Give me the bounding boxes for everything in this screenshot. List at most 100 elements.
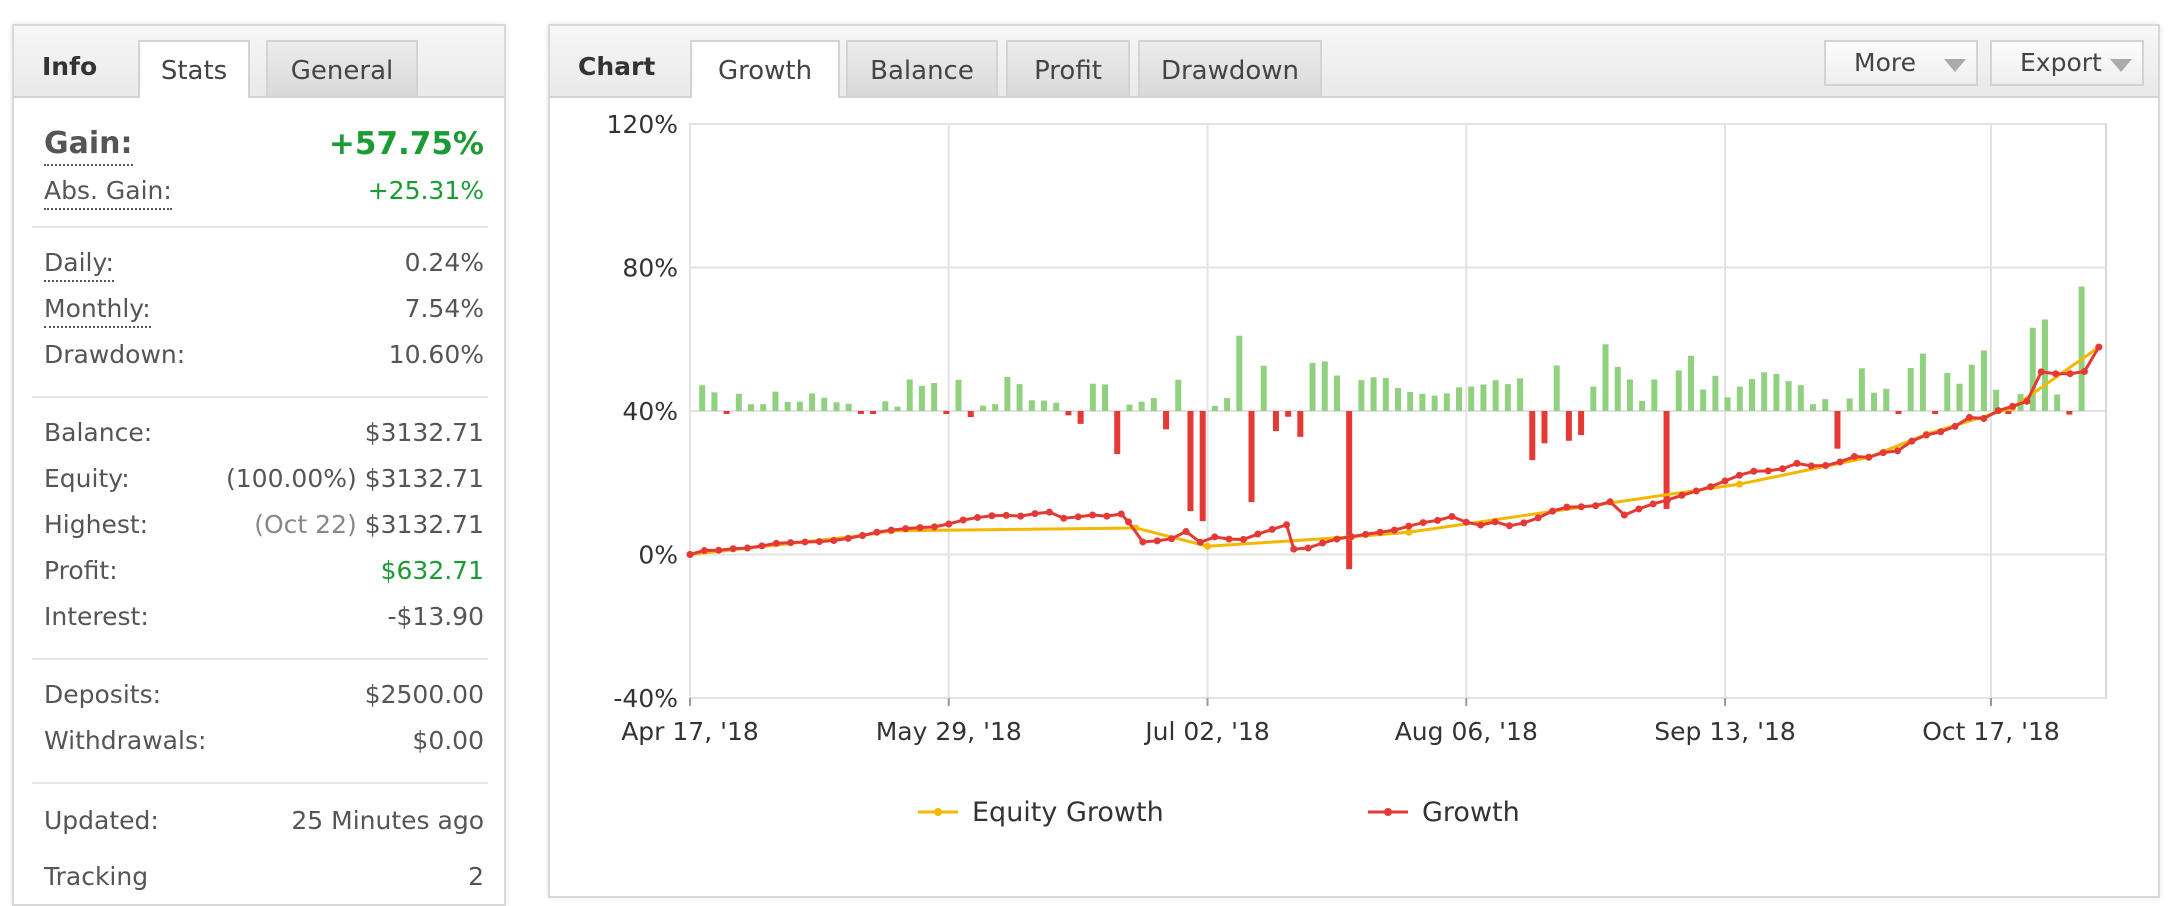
growth-point	[1750, 467, 1758, 475]
growth-point	[729, 545, 737, 553]
legend-equity-marker	[934, 808, 942, 816]
abs-gain-label[interactable]: Abs. Gain:	[44, 176, 172, 210]
growth-point	[1764, 467, 1772, 475]
equity-value: $3132.71	[364, 464, 484, 493]
tab-general[interactable]: General	[266, 40, 418, 96]
bar-positive	[1236, 335, 1243, 411]
tab-drawdown[interactable]: Drawdown	[1138, 40, 1322, 96]
bar-positive	[1028, 400, 1035, 411]
more-dropdown[interactable]: More	[1824, 40, 1978, 86]
y-tick-label: -40%	[613, 684, 678, 713]
bar-negative	[1578, 411, 1585, 436]
growth-point	[1182, 528, 1190, 536]
growth-point	[902, 525, 910, 533]
growth-point	[830, 537, 838, 545]
growth-point	[1980, 415, 1988, 423]
bar-positive	[760, 404, 767, 411]
bar-negative	[1187, 411, 1194, 512]
growth-point	[1635, 505, 1643, 513]
bar-positive	[906, 379, 913, 411]
tab-balance[interactable]: Balance	[846, 40, 998, 96]
bar-positive	[882, 401, 889, 411]
drawdown-value: 10.60%	[388, 340, 484, 369]
chart-tabbar: Chart Growth Balance Profit Drawdown Mor…	[550, 26, 2158, 98]
bar-negative	[1114, 411, 1121, 455]
growth-point	[1074, 513, 1082, 521]
tracking-label[interactable]: Tracking	[44, 862, 149, 891]
gain-label[interactable]: Gain:	[44, 126, 133, 166]
bar-negative	[1565, 411, 1572, 441]
tab-stats[interactable]: Stats	[138, 40, 250, 98]
growth-point	[1549, 507, 1557, 515]
bar-positive	[1333, 375, 1340, 411]
abs-gain-row: Abs. Gain: +25.31%	[44, 176, 484, 212]
withdrawals-value: $0.00	[412, 726, 484, 755]
chevron-down-icon	[2110, 59, 2132, 72]
growth-point	[1477, 521, 1485, 529]
growth-point	[1850, 453, 1858, 461]
bar-positive	[1968, 364, 1975, 411]
daily-value: 0.24%	[404, 248, 484, 277]
growth-point	[700, 547, 708, 555]
gain-row: Gain: +57.75%	[44, 126, 484, 170]
bar-positive	[1407, 391, 1414, 411]
bar-positive	[1700, 389, 1707, 411]
tab-profit[interactable]: Profit	[1006, 40, 1130, 96]
updated-value: 25 Minutes ago	[291, 806, 484, 835]
bar-positive	[1736, 386, 1743, 411]
highest-row: Highest: (Oct 22) $3132.71	[44, 510, 484, 546]
monthly-label[interactable]: Monthly:	[44, 294, 151, 328]
chart-panel: Chart Growth Balance Profit Drawdown Mor…	[548, 24, 2160, 898]
bar-positive	[1126, 404, 1133, 411]
growth-point	[1807, 462, 1815, 470]
bar-positive	[1321, 361, 1328, 411]
bar-positive	[918, 385, 925, 411]
growth-point	[1577, 503, 1585, 511]
growth-point	[815, 538, 823, 546]
growth-point	[1649, 500, 1657, 508]
growth-point	[1031, 510, 1039, 518]
bar-negative	[1297, 411, 1304, 437]
bar-positive	[1089, 383, 1096, 411]
equity-value-group: (100.00%) $3132.71	[226, 464, 484, 493]
equity-growth-point	[1405, 528, 1413, 536]
bar-positive	[1944, 372, 1951, 411]
growth-point	[916, 524, 924, 532]
balance-row: Balance: $3132.71	[44, 418, 484, 454]
bar-positive	[1785, 381, 1792, 411]
bar-positive	[2041, 319, 2048, 411]
growth-point	[686, 551, 694, 558]
growth-point	[1283, 521, 1291, 529]
growth-chart[interactable]: 120% 80% 40% 0% -40% Apr 17, '18 May 29, '18 Ju…	[550, 26, 2158, 896]
growth-point	[1793, 459, 1801, 467]
export-dropdown[interactable]: Export	[1990, 40, 2144, 86]
bar-positive	[1797, 385, 1804, 411]
y-tick-label: 120%	[607, 110, 678, 139]
y-tick-label: 80%	[622, 254, 678, 283]
monthly-row: Monthly: 7.54%	[44, 294, 484, 330]
growth-point	[1124, 518, 1132, 526]
tracking-value[interactable]: 2	[468, 862, 484, 891]
x-tick-label: Jul 02, '18	[1143, 717, 1270, 746]
bar-positive	[1382, 377, 1389, 411]
bar-positive	[784, 402, 791, 411]
growth-point	[1937, 428, 1945, 436]
growth-point	[1117, 510, 1125, 518]
growth-point	[1045, 508, 1053, 516]
bar-positive	[1041, 400, 1047, 411]
tab-growth[interactable]: Growth	[690, 40, 840, 98]
bar-positive	[1956, 383, 1963, 411]
growth-point	[1520, 519, 1528, 527]
equity-row: Equity: (100.00%) $3132.71	[44, 464, 484, 500]
bar-negative	[1895, 411, 1902, 414]
growth-point	[1153, 537, 1161, 545]
bar-negative	[943, 411, 950, 414]
growth-point	[1211, 533, 1219, 541]
daily-label[interactable]: Daily:	[44, 248, 114, 282]
growth-point	[801, 538, 809, 546]
profit-row: Profit: $632.71	[44, 556, 484, 592]
bar-positive	[1553, 365, 1560, 411]
growth-point	[1419, 519, 1427, 527]
bar-positive	[845, 403, 852, 411]
growth-point	[873, 528, 881, 536]
